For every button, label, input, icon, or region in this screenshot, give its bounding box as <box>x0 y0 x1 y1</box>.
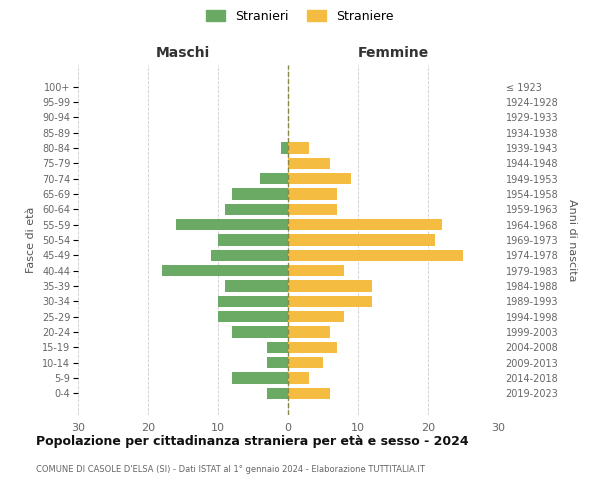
Bar <box>211 250 288 261</box>
Bar <box>232 372 288 384</box>
Bar <box>162 265 288 276</box>
Bar <box>176 219 288 230</box>
Bar <box>288 372 309 384</box>
Bar <box>232 326 288 338</box>
Bar <box>288 342 337 353</box>
Bar <box>288 188 337 200</box>
Legend: Stranieri, Straniere: Stranieri, Straniere <box>203 6 397 26</box>
Text: Femmine: Femmine <box>358 46 428 60</box>
Bar <box>288 173 351 184</box>
Bar <box>267 388 288 399</box>
Bar <box>288 250 463 261</box>
Text: Popolazione per cittadinanza straniera per età e sesso - 2024: Popolazione per cittadinanza straniera p… <box>36 435 469 448</box>
Bar <box>225 204 288 215</box>
Text: COMUNE DI CASOLE D'ELSA (SI) - Dati ISTAT al 1° gennaio 2024 - Elaborazione TUTT: COMUNE DI CASOLE D'ELSA (SI) - Dati ISTA… <box>36 465 425 474</box>
Text: Maschi: Maschi <box>156 46 210 60</box>
Bar <box>288 326 330 338</box>
Bar <box>267 342 288 353</box>
Bar <box>288 280 372 292</box>
Bar <box>288 219 442 230</box>
Bar <box>288 158 330 169</box>
Bar <box>288 388 330 399</box>
Bar <box>232 188 288 200</box>
Bar <box>288 296 372 307</box>
Bar <box>218 311 288 322</box>
Bar <box>288 204 337 215</box>
Bar <box>260 173 288 184</box>
Bar <box>288 265 344 276</box>
Bar <box>288 234 435 246</box>
Bar <box>288 142 309 154</box>
Bar <box>288 357 323 368</box>
Bar <box>218 234 288 246</box>
Bar <box>218 296 288 307</box>
Bar <box>267 357 288 368</box>
Bar <box>225 280 288 292</box>
Y-axis label: Fasce di età: Fasce di età <box>26 207 37 273</box>
Bar <box>288 311 344 322</box>
Y-axis label: Anni di nascita: Anni di nascita <box>567 198 577 281</box>
Bar <box>281 142 288 154</box>
